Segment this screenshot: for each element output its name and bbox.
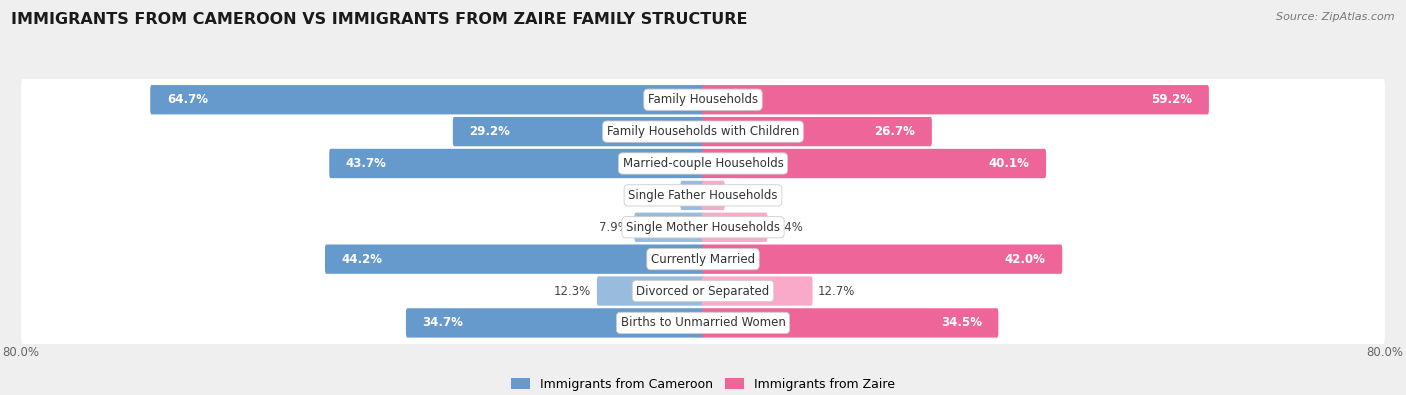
Text: Single Father Households: Single Father Households xyxy=(628,189,778,202)
Text: 43.7%: 43.7% xyxy=(346,157,387,170)
Legend: Immigrants from Cameroon, Immigrants from Zaire: Immigrants from Cameroon, Immigrants fro… xyxy=(506,372,900,395)
FancyBboxPatch shape xyxy=(598,276,704,306)
Text: IMMIGRANTS FROM CAMEROON VS IMMIGRANTS FROM ZAIRE FAMILY STRUCTURE: IMMIGRANTS FROM CAMEROON VS IMMIGRANTS F… xyxy=(11,12,748,27)
Text: 40.1%: 40.1% xyxy=(988,157,1029,170)
Text: 42.0%: 42.0% xyxy=(1005,253,1046,266)
Text: 29.2%: 29.2% xyxy=(470,125,510,138)
Text: 12.7%: 12.7% xyxy=(818,284,855,297)
FancyBboxPatch shape xyxy=(681,181,704,210)
FancyBboxPatch shape xyxy=(634,213,704,242)
FancyBboxPatch shape xyxy=(702,149,1046,178)
Text: Married-couple Households: Married-couple Households xyxy=(623,157,783,170)
Text: 44.2%: 44.2% xyxy=(342,253,382,266)
Text: Family Households with Children: Family Households with Children xyxy=(607,125,799,138)
FancyBboxPatch shape xyxy=(21,109,1385,154)
FancyBboxPatch shape xyxy=(21,173,1385,218)
Text: 7.9%: 7.9% xyxy=(599,221,628,234)
FancyBboxPatch shape xyxy=(21,301,1385,345)
Text: Source: ZipAtlas.com: Source: ZipAtlas.com xyxy=(1277,12,1395,22)
FancyBboxPatch shape xyxy=(702,308,998,338)
FancyBboxPatch shape xyxy=(21,237,1385,282)
Text: Family Households: Family Households xyxy=(648,93,758,106)
FancyBboxPatch shape xyxy=(453,117,704,146)
FancyBboxPatch shape xyxy=(21,77,1385,122)
FancyBboxPatch shape xyxy=(150,85,704,115)
FancyBboxPatch shape xyxy=(702,276,813,306)
FancyBboxPatch shape xyxy=(21,141,1385,186)
Text: 7.4%: 7.4% xyxy=(773,221,803,234)
Text: 64.7%: 64.7% xyxy=(167,93,208,106)
FancyBboxPatch shape xyxy=(702,117,932,146)
FancyBboxPatch shape xyxy=(21,205,1385,250)
Text: 12.3%: 12.3% xyxy=(554,284,592,297)
FancyBboxPatch shape xyxy=(702,213,768,242)
Text: 2.4%: 2.4% xyxy=(730,189,761,202)
Text: 26.7%: 26.7% xyxy=(875,125,915,138)
FancyBboxPatch shape xyxy=(325,245,704,274)
FancyBboxPatch shape xyxy=(406,308,704,338)
Text: Divorced or Separated: Divorced or Separated xyxy=(637,284,769,297)
FancyBboxPatch shape xyxy=(329,149,704,178)
Text: 2.5%: 2.5% xyxy=(645,189,675,202)
Text: 59.2%: 59.2% xyxy=(1152,93,1192,106)
Text: 34.7%: 34.7% xyxy=(423,316,464,329)
Text: 34.5%: 34.5% xyxy=(941,316,981,329)
FancyBboxPatch shape xyxy=(702,181,724,210)
FancyBboxPatch shape xyxy=(702,245,1063,274)
Text: Births to Unmarried Women: Births to Unmarried Women xyxy=(620,316,786,329)
Text: Currently Married: Currently Married xyxy=(651,253,755,266)
FancyBboxPatch shape xyxy=(702,85,1209,115)
FancyBboxPatch shape xyxy=(21,269,1385,313)
Text: Single Mother Households: Single Mother Households xyxy=(626,221,780,234)
